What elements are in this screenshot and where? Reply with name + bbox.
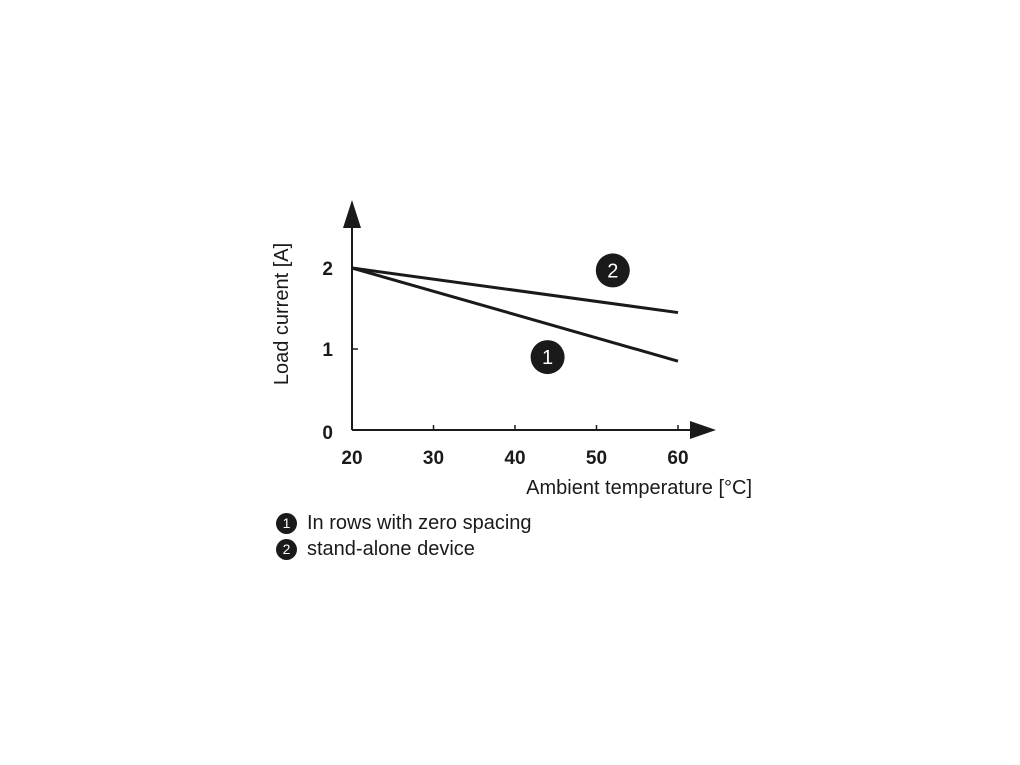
- series-marker-1: [530, 340, 565, 375]
- y-tick-label: 1: [322, 340, 333, 361]
- y-axis-label: Load current [A]: [271, 243, 293, 385]
- series-marker-label: 2: [607, 260, 618, 282]
- x-tick-label: 20: [341, 448, 362, 469]
- y-axis-arrow: [343, 200, 361, 228]
- series-marker-label: 1: [542, 347, 553, 369]
- x-tick-label: 30: [423, 448, 444, 469]
- x-axis-label: Ambient temperature [°C]: [526, 477, 752, 499]
- legend-text: In rows with zero spacing: [307, 511, 532, 534]
- series-lines: [351, 266, 679, 363]
- legend-marker: 2: [276, 538, 297, 560]
- axes: [343, 200, 716, 439]
- legend-marker: 1: [276, 512, 297, 534]
- x-tick-label: 40: [504, 448, 525, 469]
- series-markers: 12: [530, 253, 630, 375]
- legend-text: stand-alone device: [307, 537, 475, 560]
- tick-labels: 20 30 40 50 60 0 1 2: [322, 259, 688, 469]
- series-line-2: [351, 266, 679, 315]
- x-tick-label: 60: [667, 448, 688, 469]
- y-tick-label: 0: [322, 423, 333, 444]
- series-line-1: [351, 266, 679, 363]
- series-marker-2: [595, 253, 630, 288]
- legend-item: 1 In rows with zero spacing: [276, 510, 532, 536]
- legend: 1 In rows with zero spacing 2 stand-alon…: [276, 510, 532, 562]
- legend-item: 2 stand-alone device: [276, 536, 532, 562]
- y-tick-label: 2: [322, 259, 333, 280]
- x-axis-arrow: [690, 421, 716, 439]
- x-tick-label: 50: [586, 448, 607, 469]
